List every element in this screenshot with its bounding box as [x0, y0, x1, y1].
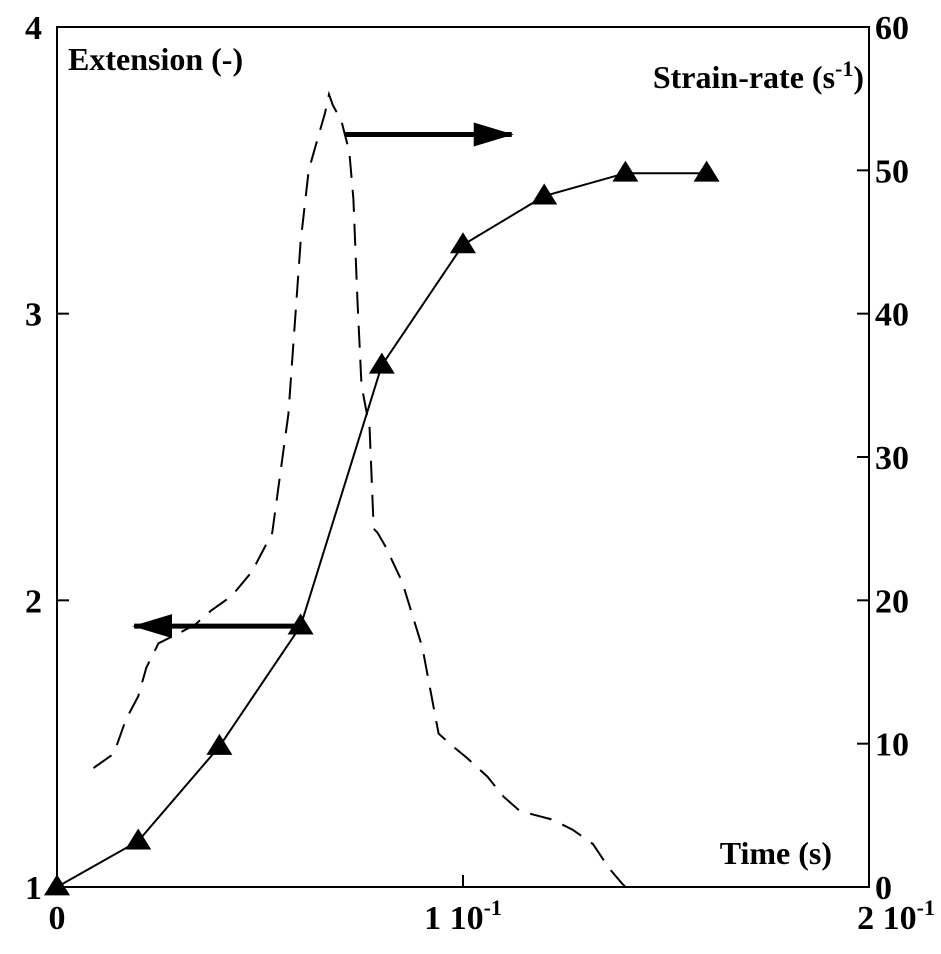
y-right-tick-label: 60	[875, 10, 909, 47]
x-tick-label-main: 2 10	[857, 900, 917, 937]
extension-data-point	[531, 183, 558, 205]
y-right-axis-label-sup: -1	[835, 56, 853, 81]
x-tick-label-sup: -1	[917, 895, 935, 920]
y-right-tick-label: 10	[875, 727, 909, 764]
y-right-tick-label: 30	[875, 440, 909, 477]
y-right-axis-label-main: Strain-rate (s	[653, 59, 835, 95]
plot-frame	[56, 26, 870, 888]
left-axis-ticks: 1 2 3 4	[25, 10, 69, 907]
x-tick-label-main: 0	[49, 900, 66, 937]
extension-data-point	[125, 828, 152, 850]
y-left-tick-label: 1	[25, 870, 42, 907]
extension-data-point	[693, 160, 720, 182]
y-left-tick-label: 2	[25, 583, 42, 620]
strain-rate-series-line	[92, 90, 627, 888]
annotation-layer	[132, 122, 514, 639]
extension-data-point	[44, 874, 70, 896]
y-right-axis-label: Strain-rate (s-1)	[653, 56, 864, 95]
y-right-axis-label-close: )	[853, 59, 864, 95]
x-tick-label: 0	[49, 900, 66, 937]
x-tick-label: 1 10-1	[424, 895, 502, 937]
y-left-tick-label: 4	[25, 10, 42, 47]
y-left-axis-label: Extension (-)	[68, 41, 243, 77]
extension-data-point	[450, 232, 476, 254]
extension-data-point	[206, 733, 233, 755]
y-right-tick-label: 20	[875, 583, 909, 620]
x-tick-label-main: 1 10	[424, 900, 484, 937]
extension-data-point	[368, 352, 395, 374]
right-axis-ticks: 0 10 20 30 40 50 60	[857, 10, 909, 907]
extension-series-line	[56, 172, 707, 888]
y-right-tick-label: 50	[875, 153, 909, 190]
x-axis-label: Time (s)	[720, 835, 832, 871]
x-tick-label: 2 10-1	[857, 895, 935, 937]
series-layer	[44, 90, 720, 896]
x-tick-label-sup: -1	[484, 895, 502, 920]
y-left-tick-label: 3	[25, 297, 42, 334]
extension-data-point	[612, 160, 639, 182]
y-right-tick-label: 0	[875, 870, 892, 907]
y-right-tick-label: 40	[875, 297, 909, 334]
